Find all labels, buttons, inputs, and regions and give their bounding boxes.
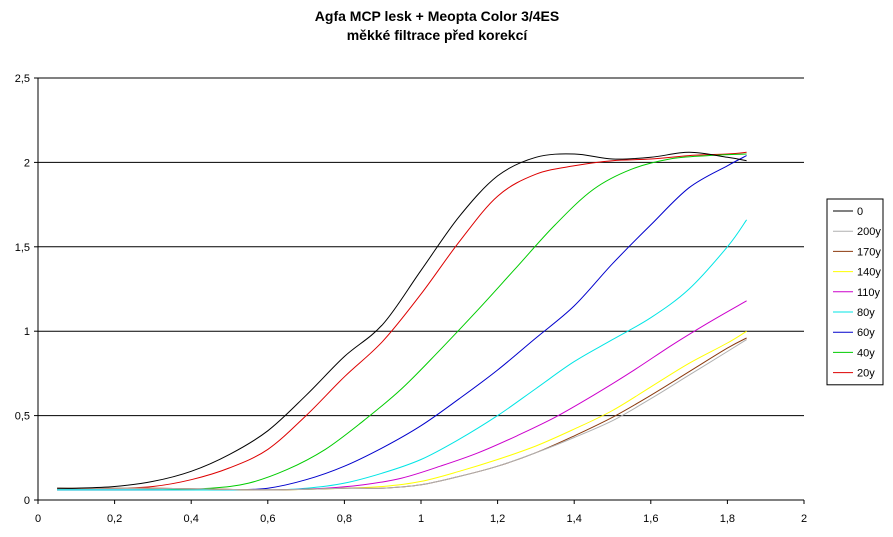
series-line-20y bbox=[57, 151, 747, 489]
y-tick-label: 2,5 bbox=[15, 73, 30, 85]
x-tick-label: 1,6 bbox=[643, 513, 658, 525]
y-tick-label: 0 bbox=[24, 495, 30, 507]
legend-label-140y: 140y bbox=[857, 267, 881, 279]
x-tick-label: 0 bbox=[35, 513, 41, 525]
x-tick-label: 0,4 bbox=[184, 513, 199, 525]
y-tick-label: 1 bbox=[24, 326, 30, 338]
series-line-0 bbox=[57, 151, 747, 489]
legend-label-170y: 170y bbox=[857, 246, 881, 258]
y-tick-label: 1,5 bbox=[15, 242, 30, 254]
series-line-40y bbox=[57, 153, 747, 491]
legend: 0 200y 170y 140y 110y 80y 60y 40y 20y bbox=[826, 198, 884, 386]
series-line-110y bbox=[57, 300, 747, 491]
x-tick-label: 2 bbox=[801, 513, 807, 525]
x-tick-label: 1 bbox=[418, 513, 424, 525]
x-tick-label: 0,2 bbox=[107, 513, 122, 525]
y-tick-label: 0,5 bbox=[15, 411, 30, 423]
legend-label-80y: 80y bbox=[857, 307, 875, 319]
legend-label-110y: 110y bbox=[857, 287, 881, 299]
legend-label-0: 0 bbox=[857, 206, 863, 218]
x-tick-label: 1,8 bbox=[720, 513, 735, 525]
x-tick-label: 1,4 bbox=[567, 513, 582, 525]
legend-label-40y: 40y bbox=[857, 347, 875, 359]
series-line-140y bbox=[57, 330, 747, 491]
legend-label-20y: 20y bbox=[857, 368, 875, 380]
chart-subtitle: měkké filtrace před korekcí bbox=[347, 27, 529, 43]
legend-label-200y: 200y bbox=[857, 226, 881, 238]
series-line-80y bbox=[57, 219, 748, 491]
x-tick-label: 0,6 bbox=[260, 513, 275, 525]
chart-title: Agfa MCP lesk + Meopta Color 3/4ES bbox=[315, 8, 559, 24]
x-tick-label: 1,2 bbox=[490, 513, 505, 525]
legend-label-60y: 60y bbox=[857, 327, 875, 339]
plot-area: 0 0,5 1 1,5 2 2,5 0 0,2 0,4 0,6 0,8 1 1,2 1,4 1,6 1,8 2 bbox=[15, 73, 807, 525]
x-tick-label: 0,8 bbox=[337, 513, 352, 525]
y-tick-label: 2 bbox=[24, 157, 30, 169]
series-line-200y bbox=[57, 339, 747, 491]
